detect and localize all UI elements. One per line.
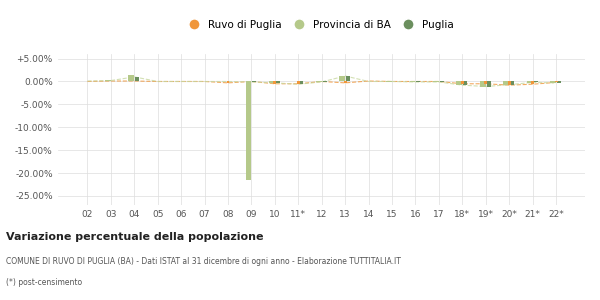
Legend: Ruvo di Puglia, Provincia di BA, Puglia: Ruvo di Puglia, Provincia di BA, Puglia (186, 17, 457, 33)
Bar (503, 82, 509, 85)
Bar (550, 82, 556, 83)
Bar (135, 77, 139, 82)
Bar (480, 82, 486, 87)
Bar (344, 82, 347, 83)
Text: (*) post-censimento: (*) post-censimento (6, 278, 82, 287)
Bar (227, 82, 229, 83)
Bar (245, 82, 251, 180)
Bar (557, 82, 561, 83)
Text: Variazione percentuale della popolazione: Variazione percentuale della popolazione (6, 232, 263, 242)
Bar (363, 81, 368, 82)
Bar (292, 81, 298, 82)
Bar (299, 82, 303, 84)
Bar (199, 81, 205, 82)
Bar (88, 81, 92, 82)
Bar (112, 81, 116, 82)
Bar (487, 82, 491, 86)
Bar (554, 82, 557, 83)
Bar (297, 82, 300, 84)
Bar (484, 82, 487, 84)
Bar (316, 82, 322, 83)
Bar (133, 81, 136, 82)
Text: COMUNE DI RUVO DI PUGLIA (BA) - Dati ISTAT al 31 dicembre di ogni anno - Elabora: COMUNE DI RUVO DI PUGLIA (BA) - Dati IST… (6, 257, 401, 266)
Bar (367, 81, 370, 82)
Bar (531, 82, 534, 84)
Bar (527, 82, 533, 83)
Bar (508, 82, 511, 85)
Bar (109, 81, 112, 82)
Bar (269, 82, 275, 83)
Bar (105, 80, 111, 82)
Bar (461, 82, 464, 84)
Bar (128, 75, 134, 82)
Bar (274, 82, 277, 84)
Bar (276, 82, 280, 83)
Bar (533, 82, 538, 83)
Bar (340, 76, 345, 82)
Bar (82, 81, 88, 82)
Bar (457, 82, 463, 85)
Bar (346, 76, 350, 82)
Bar (510, 82, 514, 85)
Bar (463, 82, 467, 85)
